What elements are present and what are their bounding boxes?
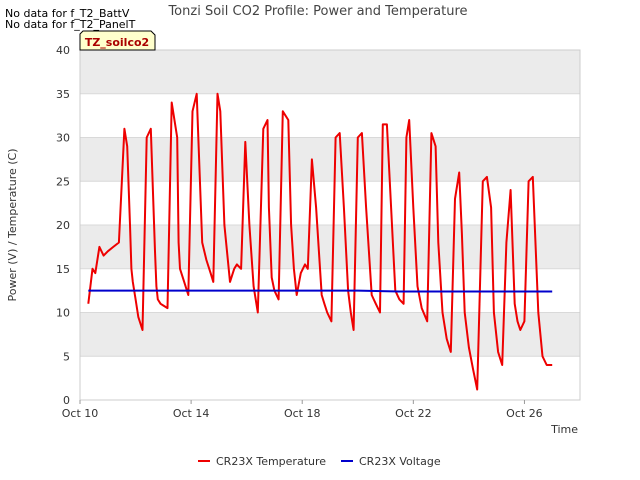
- series-temperature-line: [87, 92, 553, 391]
- site-badge-label: TZ_soilco2: [85, 36, 149, 49]
- background-bands: [80, 50, 580, 357]
- x-tick-label: Oct 22: [395, 407, 432, 420]
- x-axis-title: Time: [550, 423, 578, 436]
- series-voltage-line: [88, 289, 553, 293]
- x-axis-ticks: Oct 10 Oct 14 Oct 18 Oct 22 Oct 26: [62, 400, 543, 420]
- x-tick-label: Oct 14: [173, 407, 210, 420]
- y-tick-label: 35: [56, 88, 70, 101]
- legend: CR23X Temperature CR23X Voltage: [198, 455, 441, 468]
- y-tick-label: 25: [56, 175, 70, 188]
- x-tick-label: Oct 10: [62, 407, 99, 420]
- site-badge-box: [79, 30, 156, 51]
- y-tick-label: 10: [56, 307, 70, 320]
- legend-label-temperature: CR23X Temperature: [216, 455, 326, 468]
- y-tick-label: 40: [56, 44, 70, 57]
- y-tick-label: 20: [56, 219, 70, 232]
- y-tick-label: 15: [56, 263, 70, 276]
- y-tick-label: 5: [63, 350, 70, 363]
- chart-title: Tonzi Soil CO2 Profile: Power and Temper…: [167, 4, 467, 19]
- series-lines: [87, 92, 553, 391]
- y-axis-ticks: 0 5 10 15 20 25 30 35 40: [56, 44, 70, 407]
- background-band: [80, 225, 580, 269]
- legend-label-voltage: CR23X Voltage: [359, 455, 441, 468]
- background-band: [80, 50, 580, 94]
- x-tick-label: Oct 18: [284, 407, 321, 420]
- x-tick-label: Oct 26: [506, 407, 543, 420]
- y-tick-label: 30: [56, 132, 70, 145]
- y-tick-label: 0: [63, 394, 70, 407]
- y-axis-title: Power (V) / Temperature (C): [6, 148, 19, 301]
- site-badge: TZ_soilco2: [79, 30, 156, 51]
- no-data-battv: No data for f_T2_BattV: [5, 7, 130, 20]
- background-band: [80, 137, 580, 182]
- plot-border: [79, 49, 581, 401]
- no-data-panelt: No data for f_T2_PanelT: [5, 18, 136, 31]
